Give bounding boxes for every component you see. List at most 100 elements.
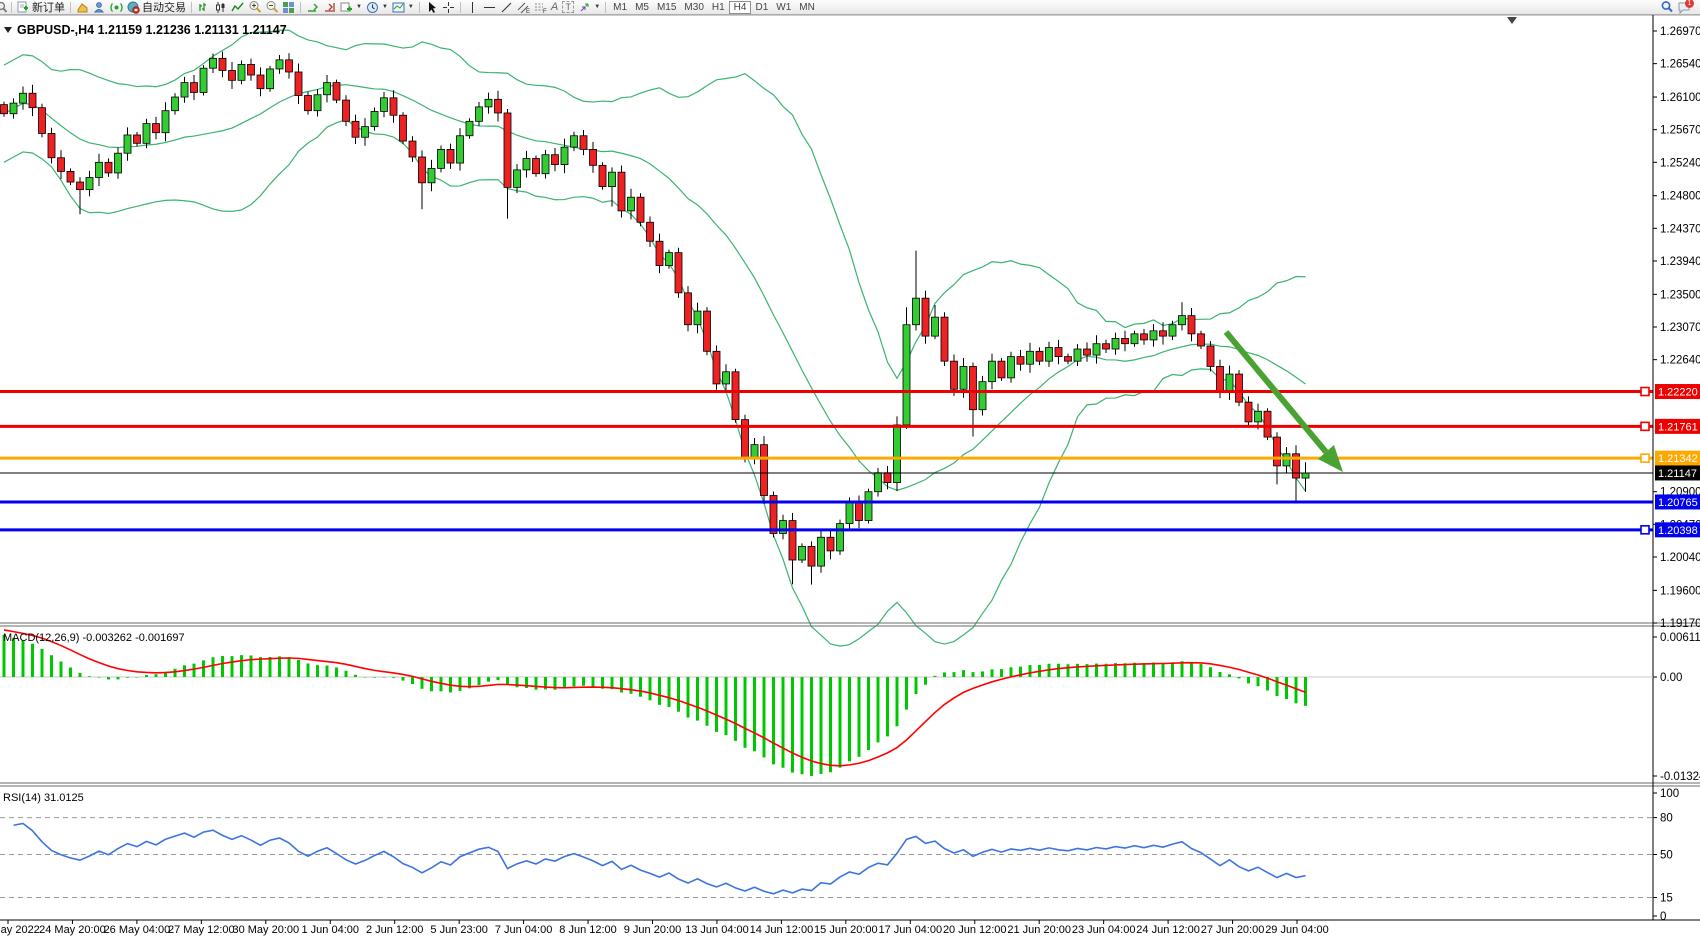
macd-histogram-bar — [886, 677, 889, 737]
market-watch-button[interactable] — [74, 0, 91, 14]
zoom-out-button[interactable] — [263, 0, 280, 14]
macd-histogram-bar — [69, 667, 72, 677]
vertical-line-button[interactable] — [464, 0, 481, 14]
candle-body — [864, 491, 873, 521]
time-axis-label: 27 May 12:00 — [168, 924, 235, 936]
macd-histogram-bar — [382, 676, 386, 678]
toolbar-separator — [605, 1, 607, 13]
macd-histogram-bar — [639, 677, 642, 697]
candle-body — [779, 520, 787, 534]
macd-histogram-bar — [192, 663, 196, 677]
add-indicator-button[interactable]: ▼ — [338, 0, 364, 14]
notifications-button[interactable]: 1 — [1675, 0, 1694, 14]
time-axis-label: 24 May 20:00 — [39, 924, 106, 936]
macd-histogram-bar — [1237, 677, 1241, 679]
timeframe-W1[interactable]: W1 — [776, 1, 792, 13]
candle-body — [446, 149, 455, 164]
candle-body — [1168, 324, 1177, 337]
candle-body — [731, 371, 740, 421]
trendline-button[interactable] — [498, 0, 515, 14]
text-label-button[interactable]: T — [560, 0, 576, 14]
search-button[interactable] — [1658, 0, 1675, 14]
macd-histogram-bar — [31, 643, 34, 677]
autotrading-button[interactable]: 自动交易 — [125, 0, 188, 14]
candle-body — [76, 181, 84, 191]
price-axis-label: 1.24800 — [1660, 191, 1700, 203]
trend-arrow-head[interactable] — [1318, 445, 1343, 472]
rsi-axis-label: 100 — [1660, 788, 1679, 800]
macd-histogram-bar — [430, 677, 433, 692]
channel-button[interactable]: E — [515, 0, 532, 14]
line-handle[interactable] — [1640, 453, 1650, 463]
time-axis-label: 20 Jun 12:00 — [943, 924, 1007, 936]
horizontal-line-button[interactable] — [481, 0, 498, 14]
timeframe-D1[interactable]: D1 — [755, 1, 769, 13]
timeframe-M1[interactable]: M1 — [613, 1, 628, 13]
time-axis-label: 1 Jun 04:00 — [302, 924, 360, 936]
macd-histogram-bar — [895, 677, 899, 727]
macd-histogram-bar — [325, 665, 329, 677]
candle-body — [1206, 345, 1215, 367]
timeframe-M15[interactable]: M15 — [656, 1, 677, 13]
navigator-button[interactable] — [91, 0, 108, 14]
candle-body — [66, 171, 75, 183]
timeframe-M30[interactable]: M30 — [684, 1, 704, 13]
autoscroll-button[interactable] — [304, 0, 321, 14]
zoom-in-button[interactable] — [246, 0, 263, 14]
periods-button[interactable]: ▼ — [364, 0, 390, 14]
line-handle[interactable] — [1640, 421, 1650, 432]
fibonacci-button[interactable]: F — [532, 0, 549, 14]
candle-body — [579, 135, 588, 150]
candle-body — [1149, 330, 1158, 341]
chart-collapse-arrow[interactable] — [4, 27, 12, 33]
candle-body — [921, 297, 930, 337]
bar-chart-button[interactable] — [195, 0, 212, 14]
candle-body — [85, 177, 94, 191]
macd-histogram-bar — [202, 660, 205, 677]
line-handle[interactable] — [1640, 525, 1650, 535]
macd-histogram-bar — [525, 677, 528, 689]
price-line-label-box — [1655, 494, 1700, 510]
new-order-label: 新订单 — [32, 2, 65, 14]
crosshair-icon — [442, 1, 455, 14]
timeframe-H1[interactable]: H1 — [711, 1, 725, 13]
macd-histogram-bar — [1247, 677, 1250, 684]
macd-histogram-bar — [838, 677, 842, 768]
timeframe-MN[interactable]: MN — [799, 1, 815, 13]
crosshair-button[interactable] — [440, 0, 457, 14]
macd-histogram-bar — [734, 677, 737, 741]
line-handle[interactable] — [1640, 386, 1650, 397]
candle-body — [247, 63, 255, 76]
candle-body — [1273, 436, 1281, 467]
macd-histogram-bar — [1066, 664, 1070, 677]
macd-histogram-bar — [59, 661, 63, 677]
time-axis-label: 5 Jun 23:00 — [430, 924, 488, 936]
candle-body — [370, 111, 379, 128]
line-chart-button[interactable] — [229, 0, 246, 14]
cursor-button[interactable] — [423, 0, 440, 14]
tile-windows-button[interactable] — [280, 0, 297, 14]
candle-body — [304, 95, 312, 112]
macd-histogram-bar — [496, 677, 500, 681]
rsi-axis-label: 0 — [1660, 911, 1666, 923]
candlestick-chart-button[interactable] — [212, 0, 229, 14]
trend-arrow-line[interactable] — [1223, 330, 1329, 454]
candle-body — [465, 120, 474, 137]
bollinger-lower-band — [3, 118, 1306, 647]
new-order-button[interactable]: 新订单 — [15, 0, 67, 14]
alerts-button[interactable] — [108, 0, 125, 14]
text-button[interactable]: A — [549, 0, 560, 14]
macd-histogram-bar — [848, 677, 851, 762]
arrows-tool-button[interactable]: ▼ — [576, 0, 602, 14]
candle-body — [760, 444, 768, 496]
candle-body — [104, 161, 113, 174]
candle-body — [1263, 410, 1272, 438]
templates-button[interactable]: ▼ — [390, 0, 416, 14]
timeframe-H4[interactable]: H4 — [728, 0, 752, 14]
candle-body — [712, 350, 721, 385]
timeframe-M5[interactable]: M5 — [635, 1, 649, 13]
autotrading-label: 自动交易 — [142, 2, 186, 14]
candle-body — [9, 102, 18, 115]
chart-shift-button[interactable] — [321, 0, 338, 14]
